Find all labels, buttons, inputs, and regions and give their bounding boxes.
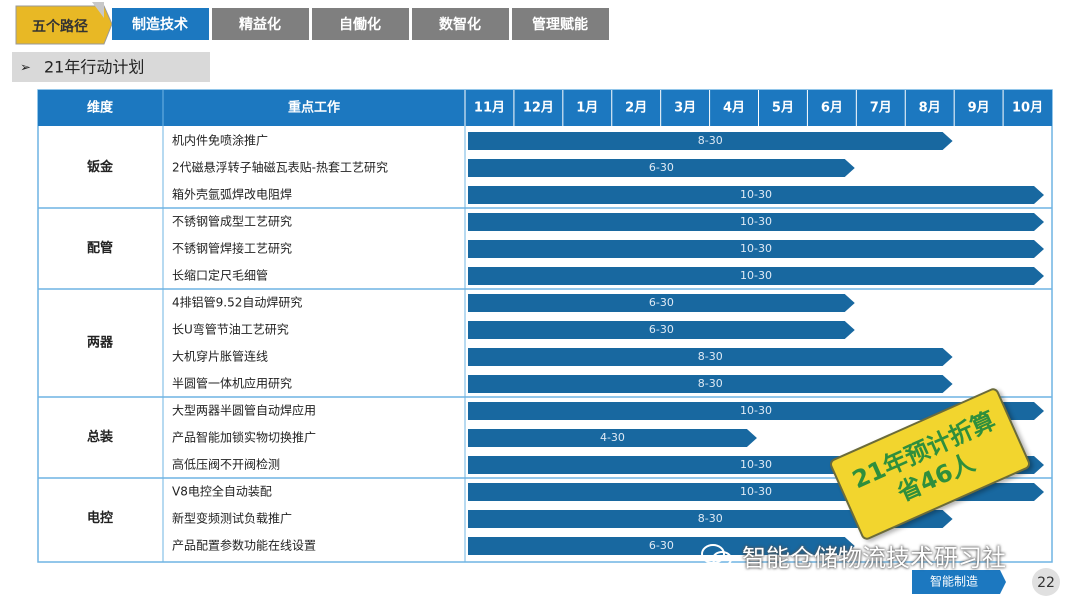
page-number-bg: [1032, 568, 1060, 596]
month-header: 1月: [576, 101, 598, 116]
dimension: 电控: [87, 510, 113, 526]
section-bg: [12, 52, 210, 82]
tab-bar: 制造技术 精益化 自働化 数智化 管理赋能: [112, 8, 609, 40]
task-bar: [468, 159, 855, 177]
task-end-date: 8-30: [698, 377, 723, 390]
task: 2代磁悬浮转子轴磁瓦表贴-热套工艺研究: [172, 160, 388, 175]
tab[interactable]: 管理赋能: [532, 16, 588, 33]
task: 新型变频测试负载推广: [172, 511, 292, 526]
path-badge-shape: [15, 5, 113, 45]
task: 4排铝管9.52自动焊研究: [172, 295, 302, 310]
tab[interactable]: 制造技术: [132, 16, 188, 33]
task: 机内件免喷涂推广: [172, 133, 268, 148]
task: 箱外壳氩弧焊改电阻焊: [172, 187, 292, 202]
task-bar: [468, 186, 1044, 204]
task: 半圆管一体机应用研究: [172, 376, 292, 391]
task-bar: [468, 348, 953, 366]
task-bar: [468, 132, 953, 150]
task: V8电控全自动装配: [172, 484, 272, 499]
dimension: 总装: [87, 429, 113, 445]
watermark: 智能仓储物流技术研习社: [700, 538, 1006, 573]
dimension: 钣金: [87, 159, 114, 175]
task-end-date: 8-30: [698, 134, 723, 147]
tab-bg: [212, 8, 309, 40]
path-badge: 五个路径: [32, 18, 88, 35]
task-end-date: 10-30: [740, 188, 772, 201]
task-end-date: 10-30: [740, 404, 772, 417]
month-header: 9月: [968, 101, 990, 116]
month-header: 3月: [674, 101, 696, 116]
task-end-date: 8-30: [698, 512, 723, 525]
task-bar: [468, 510, 953, 528]
wechat-icon: [701, 543, 732, 567]
task-bar: [468, 267, 1044, 285]
dimension: 两器: [87, 336, 114, 351]
tab-bg: [112, 8, 209, 40]
task-bar: [468, 213, 1044, 231]
task: 大机穿片胀管连线: [172, 349, 268, 364]
month-header: 2月: [625, 101, 647, 116]
task-end-date: 10-30: [740, 242, 772, 255]
month-header: 11月: [474, 101, 505, 116]
month-header: 10月: [1012, 101, 1043, 116]
tab-bg: [512, 8, 609, 40]
footer-tag: 智能制造: [930, 574, 978, 589]
month-header: 4月: [723, 101, 745, 116]
task: 不锈钢管成型工艺研究: [172, 214, 292, 229]
task: 长U弯管节油工艺研究: [172, 322, 289, 337]
task-end-date: 6-30: [649, 323, 674, 336]
footer-tag-bg: [912, 570, 1006, 594]
month-header: 12月: [523, 101, 554, 116]
task: 产品智能加锁实物切换推广: [172, 430, 316, 445]
header-task: 重点工作: [288, 100, 340, 116]
task-bar: [468, 429, 757, 447]
section-title: 21年行动计划: [44, 58, 144, 77]
task-bar: [468, 240, 1044, 258]
table-header-bg: [38, 90, 1052, 126]
task-end-date: 6-30: [649, 161, 674, 174]
task-end-date: 10-30: [740, 215, 772, 228]
section-bullet: ➢: [20, 61, 31, 76]
task-end-date: 4-30: [600, 431, 625, 444]
task: 长缩口定尺毛细管: [172, 268, 268, 283]
page-number: 22: [1037, 575, 1055, 591]
task-end-date: 10-30: [740, 485, 772, 498]
task: 高低压阀不开阀检测: [172, 457, 280, 472]
tab[interactable]: 自働化: [339, 16, 381, 33]
task-bar: [468, 375, 953, 393]
task: 大型两器半圆管自动焊应用: [172, 403, 316, 418]
tab[interactable]: 精益化: [239, 16, 281, 33]
month-header: 6月: [821, 101, 843, 116]
task: 不锈钢管焊接工艺研究: [172, 241, 292, 256]
task: 产品配置参数功能在线设置: [172, 538, 316, 553]
task-end-date: 10-30: [740, 458, 772, 471]
task-end-date: 6-30: [649, 539, 674, 552]
watermark-text: 智能仓储物流技术研习社: [742, 544, 1006, 572]
task-bar: [468, 537, 855, 555]
month-header: 5月: [772, 101, 794, 116]
badge-fold: [92, 2, 104, 18]
tab[interactable]: 数智化: [439, 16, 481, 33]
task-end-date: 10-30: [740, 269, 772, 282]
task-bar: [468, 321, 855, 339]
month-header: 7月: [870, 101, 892, 116]
task-bar: [468, 402, 1044, 420]
task-end-date: 6-30: [649, 296, 674, 309]
header-dimension: 维度: [87, 100, 114, 116]
task-end-date: 8-30: [698, 350, 723, 363]
tab-bg: [312, 8, 409, 40]
dimension: 配管: [87, 240, 113, 256]
task-bar: [468, 294, 855, 312]
month-header: 8月: [919, 101, 941, 116]
tab-bg: [412, 8, 509, 40]
